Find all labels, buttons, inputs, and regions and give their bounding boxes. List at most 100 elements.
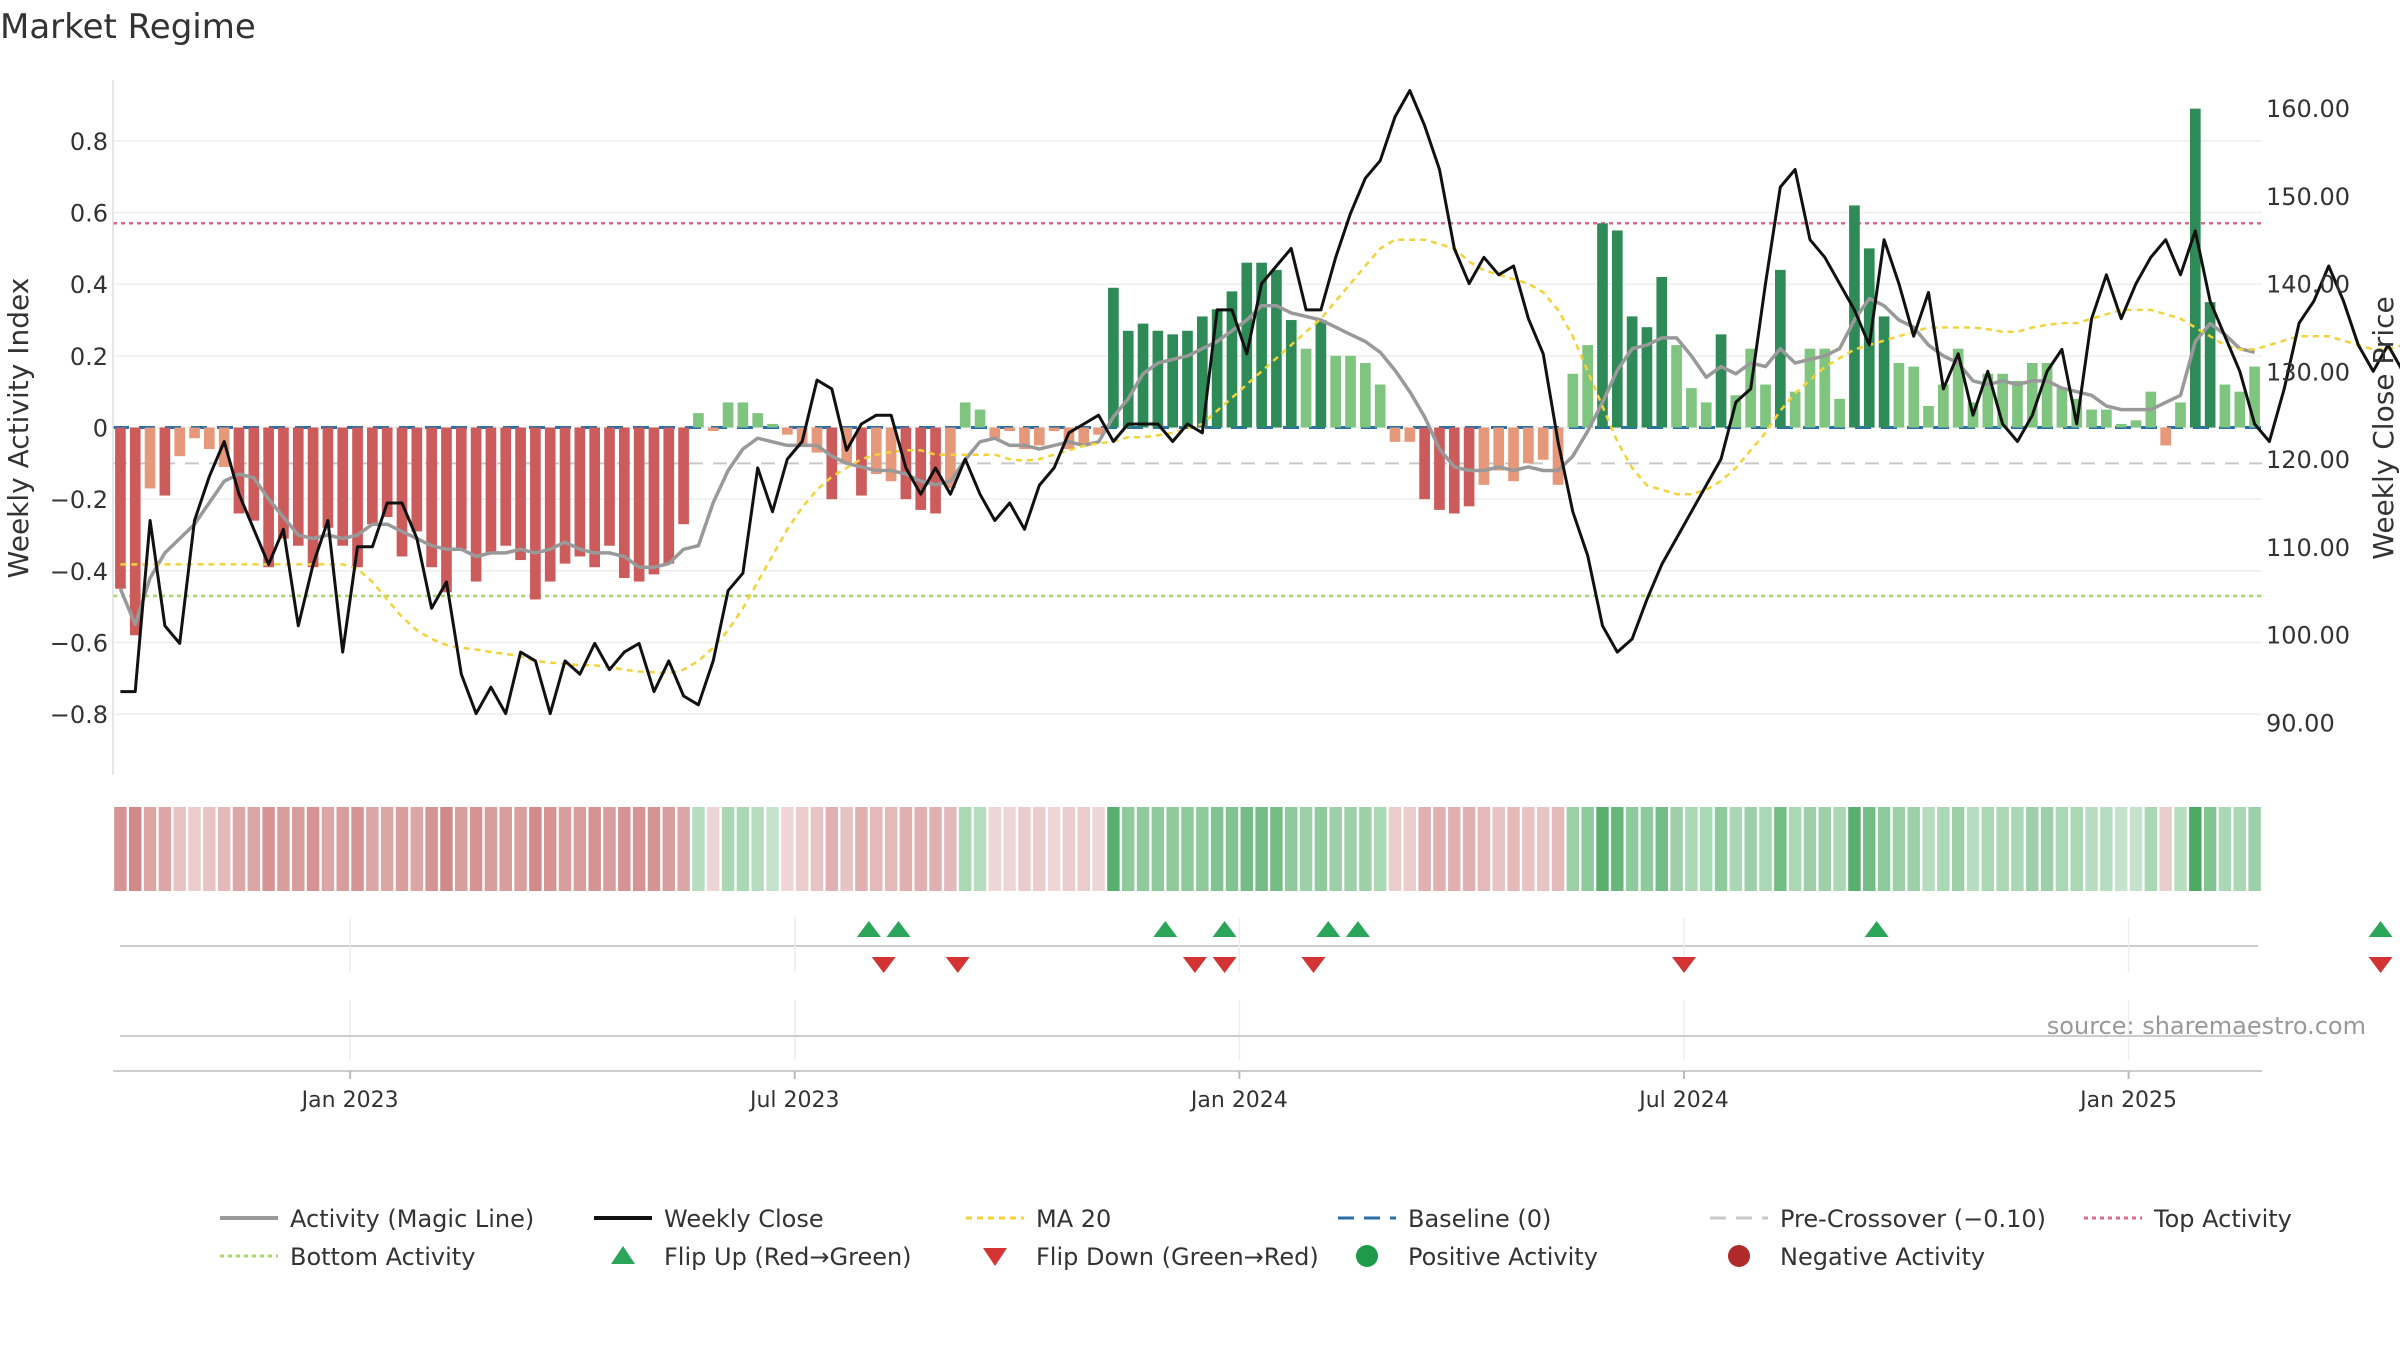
strip-cell xyxy=(1462,807,1476,891)
strip-cell xyxy=(677,807,690,891)
strip-cell xyxy=(1611,807,1624,891)
activity-bar xyxy=(2012,380,2023,428)
legend-item: Weekly Close xyxy=(594,1205,824,1233)
activity-bar xyxy=(352,427,363,568)
strip-cell xyxy=(1181,807,1194,891)
strip-cell xyxy=(1314,807,1328,891)
legend-label: Pre-Crossover (−0.10) xyxy=(1780,1205,2046,1233)
right-tick-label: 140.00 xyxy=(2266,271,2350,299)
strip-cell xyxy=(2085,807,2098,891)
activity-bar xyxy=(2249,366,2260,428)
strip-cell xyxy=(795,807,809,891)
activity-bar xyxy=(1478,427,1490,485)
flip-panel xyxy=(120,918,2393,973)
right-tick-label: 130.00 xyxy=(2266,358,2350,386)
strip-cell xyxy=(1863,807,1876,891)
strip-cell xyxy=(1388,807,1402,891)
strip-cell xyxy=(988,807,1002,891)
activity-bar xyxy=(722,402,734,428)
magic-line xyxy=(118,296,2256,627)
activity-bar xyxy=(1804,348,1816,428)
strip-cell xyxy=(958,807,972,891)
strip-cell xyxy=(1937,807,1950,891)
activity-bar xyxy=(544,427,556,582)
flip-down-marker xyxy=(1671,957,1696,973)
bottom-panel-grid xyxy=(349,1000,2130,1060)
strip-cell xyxy=(1640,807,1654,891)
left-tick-label: −0.4 xyxy=(50,558,108,586)
strip-cell xyxy=(366,807,379,891)
strip-cell xyxy=(1759,807,1772,891)
flip-up-marker xyxy=(886,921,911,937)
strip-cell xyxy=(1448,807,1461,891)
strip-cell xyxy=(588,807,601,891)
activity-bar xyxy=(203,427,215,449)
activity-bar xyxy=(144,427,156,489)
legend-label: Flip Up (Red→Green) xyxy=(664,1243,912,1271)
activity-bar xyxy=(1419,427,1430,500)
activity-bar xyxy=(1552,427,1564,485)
strip-cell xyxy=(2233,807,2246,891)
x-tick-label: Jan 2023 xyxy=(300,1088,399,1113)
activity-bar xyxy=(2101,409,2112,428)
legend-label: Weekly Close xyxy=(664,1205,824,1233)
strip-cell xyxy=(1107,807,1120,891)
strip-cell xyxy=(2129,807,2143,891)
activity-bar xyxy=(1923,406,1934,428)
activity-bar xyxy=(1597,223,1608,428)
strip-cell xyxy=(262,807,275,891)
strip-cell xyxy=(247,807,261,891)
strip-cell xyxy=(1077,807,1090,891)
activity-bar xyxy=(2115,423,2127,428)
strip-cell xyxy=(1788,807,1802,891)
activity-bar xyxy=(1122,330,1134,428)
strip-cell xyxy=(1196,807,1209,891)
strip-cell xyxy=(277,807,290,891)
activity-bar xyxy=(589,427,601,568)
legend-label: Negative Activity xyxy=(1780,1243,1985,1271)
legend: Activity (Magic Line) Weekly Close MA 20 Ba… xyxy=(220,1205,2292,1271)
strip-cell xyxy=(632,807,646,891)
strip-cell xyxy=(2248,807,2261,891)
strip-cell xyxy=(899,807,913,891)
activity-bar xyxy=(159,427,171,496)
legend-label: Baseline (0) xyxy=(1408,1205,1551,1233)
strip-cell xyxy=(1477,807,1491,891)
strip-cell xyxy=(2055,807,2069,891)
activity-bar xyxy=(1004,427,1015,432)
strip-cell xyxy=(1536,807,1550,891)
strip-cell xyxy=(870,807,883,891)
activity-bar xyxy=(1330,355,1342,428)
activity-bar xyxy=(989,427,1001,439)
strip-cell xyxy=(647,807,661,891)
strip-cell xyxy=(143,807,157,891)
left-axis-ticks: 0.8 0.6 0.4 0.2 0 −0.2 −0.4 −0.6 −0.8 xyxy=(50,128,108,729)
activity-bar xyxy=(2189,108,2201,428)
strip-cell xyxy=(751,807,764,891)
activity-bar xyxy=(1952,348,1964,428)
strip-cell xyxy=(2011,807,2024,891)
strip-cell xyxy=(1714,807,1728,891)
flip-down-marker xyxy=(1212,957,1237,973)
strip-cell xyxy=(1344,807,1357,891)
strip-cell xyxy=(1833,807,1846,891)
strip-cell xyxy=(662,807,676,891)
activity-bar xyxy=(959,402,971,428)
activity-bar xyxy=(1508,427,1519,482)
activity-bar xyxy=(1523,427,1534,464)
activity-bar xyxy=(737,402,749,428)
strip-cell xyxy=(514,807,527,891)
strip-cell xyxy=(1685,807,1698,891)
activity-bar xyxy=(337,427,349,546)
activity-bar xyxy=(885,427,897,482)
legend-label: Top Activity xyxy=(2153,1205,2292,1233)
strip-cell xyxy=(440,807,453,891)
strip-cell xyxy=(707,807,720,891)
strip-cell xyxy=(2203,807,2217,891)
right-tick-label: 160.00 xyxy=(2266,95,2350,123)
left-tick-label: 0.6 xyxy=(70,200,108,228)
strip-cell xyxy=(1418,807,1431,891)
legend-swatch xyxy=(1728,1245,1750,1267)
activity-bar xyxy=(115,427,126,589)
activity-bar xyxy=(604,427,615,546)
